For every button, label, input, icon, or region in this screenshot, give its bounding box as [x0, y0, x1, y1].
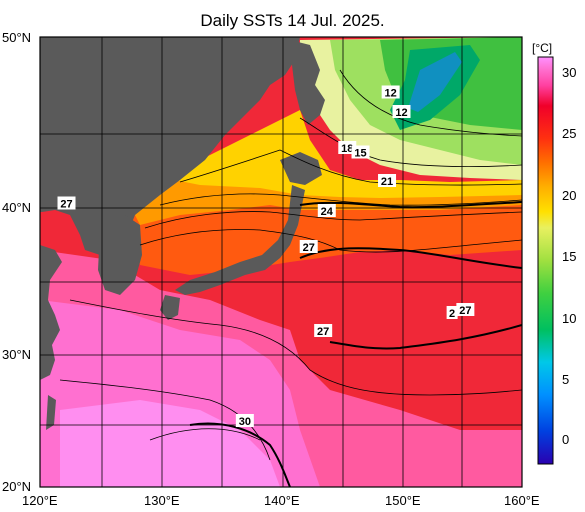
- svg-text:27: 27: [60, 199, 72, 211]
- colorbar-tick: 30: [562, 65, 577, 80]
- svg-text:12: 12: [395, 107, 407, 119]
- svg-text:21: 21: [381, 176, 393, 188]
- lat-label: 50°N: [2, 30, 32, 45]
- contour-label: 21: [378, 174, 397, 188]
- lon-label: 120°E: [22, 493, 58, 508]
- colorbar-unit: [°C]: [532, 41, 553, 55]
- bold-contours: [189, 201, 522, 487]
- colorbar: [537, 56, 554, 465]
- svg-text:2: 2: [449, 308, 455, 320]
- colorbar-tick: 10: [562, 311, 577, 326]
- svg-text:27: 27: [317, 326, 329, 338]
- contour-label: 12: [392, 105, 411, 119]
- colorbar-tick: 15: [562, 249, 577, 264]
- svg-text:30: 30: [239, 416, 251, 428]
- colorbar-tick: 5: [562, 372, 570, 387]
- lat-label: 30°N: [2, 347, 32, 362]
- contour-label: 27: [456, 303, 475, 317]
- contour-label: 27: [57, 196, 76, 211]
- contour-label: 27: [314, 324, 333, 338]
- colorbar-tick: 20: [562, 188, 577, 203]
- lon-label: 140°E: [264, 493, 300, 508]
- colorbar-tick: 0: [562, 432, 570, 447]
- contour-label: 30: [235, 414, 254, 428]
- lon-label: 130°E: [144, 493, 180, 508]
- contour-label: 2: [446, 306, 458, 320]
- svg-text:18: 18: [341, 143, 353, 155]
- map-field: [40, 37, 522, 487]
- lon-label: 160°E: [504, 493, 540, 508]
- contour-label: 24: [317, 204, 336, 218]
- contour-label: 12: [381, 85, 400, 100]
- contour-label: 15: [351, 145, 370, 160]
- svg-text:12: 12: [385, 88, 397, 100]
- svg-text:27: 27: [303, 242, 315, 254]
- lon-label: 150°E: [385, 493, 421, 508]
- svg-text:15: 15: [354, 148, 366, 160]
- lat-label: 40°N: [2, 200, 32, 215]
- svg-text:27: 27: [459, 305, 471, 317]
- svg-text:24: 24: [321, 206, 334, 218]
- colorbar-tick: 25: [562, 126, 577, 141]
- contour-label: 27: [299, 240, 318, 254]
- lat-label: 20°N: [2, 479, 32, 494]
- contour-label-layer: 12 12 18 15 21 24 27 27 27 27 2 30: [57, 85, 475, 428]
- map-frame: [39, 36, 523, 488]
- map-title: Daily SSTs 14 Jul. 2025.: [200, 11, 385, 30]
